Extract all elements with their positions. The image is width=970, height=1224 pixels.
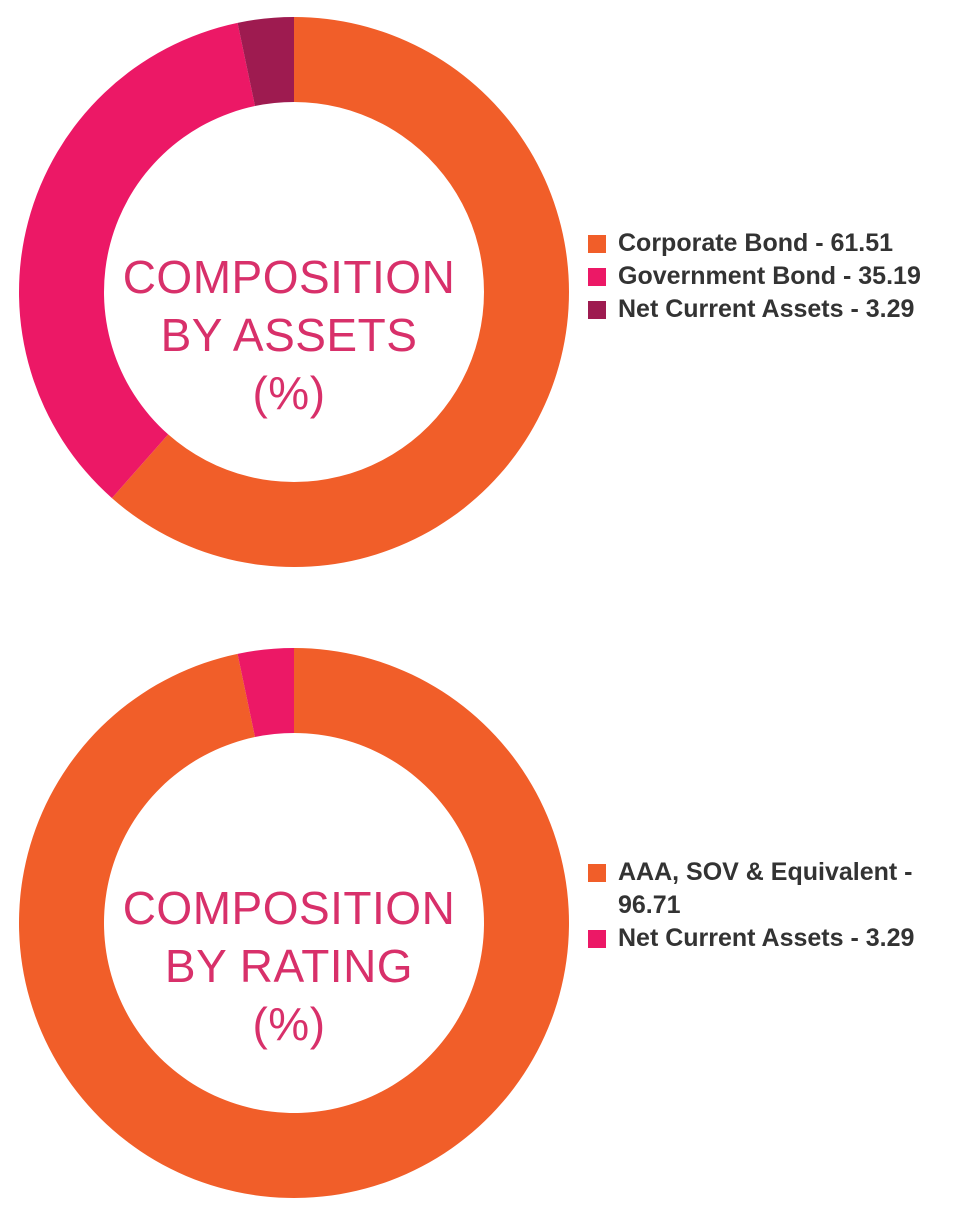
legend-item-corporate-bond: Corporate Bond - 61.51 <box>588 227 958 260</box>
assets-title-line-1: COMPOSITION <box>122 251 456 303</box>
slice-government-bond <box>18 22 255 499</box>
legend-item-aaa-sov-equivalent: AAA, SOV & Equivalent - 96.71 <box>588 856 958 922</box>
legend-swatch <box>588 864 606 882</box>
assets-center-title: COMPOSITION BY ASSETS (%) <box>84 248 494 422</box>
assets-composition-chart: COMPOSITION BY ASSETS (%) Corporate Bond… <box>0 12 970 572</box>
legend-swatch <box>588 268 606 286</box>
legend-item-government-bond: Government Bond - 35.19 <box>588 260 958 293</box>
rating-title-line-2: BY RATING <box>164 940 414 992</box>
rating-title-line-1: COMPOSITION <box>122 882 456 934</box>
legend-swatch <box>588 301 606 319</box>
rating-title-line-3: (%) <box>252 998 326 1050</box>
slice-net-current-assets <box>237 648 294 738</box>
legend-item-net-current-assets: Net Current Assets - 3.29 <box>588 922 958 955</box>
rating-legend: AAA, SOV & Equivalent - 96.71 Net Curren… <box>588 856 958 955</box>
assets-donut <box>18 17 569 567</box>
slice-corporate-bond <box>111 17 569 567</box>
rating-composition-chart: COMPOSITION BY RATING (%) AAA, SOV & Equ… <box>0 643 970 1203</box>
slice-aaa-sov-equivalent <box>19 648 570 1198</box>
legend-label: AAA, SOV & Equivalent - 96.71 <box>618 858 913 919</box>
assets-legend: Corporate Bond - 61.51 Government Bond -… <box>588 227 958 326</box>
rating-center-title: COMPOSITION BY RATING (%) <box>84 879 494 1053</box>
legend-swatch <box>588 235 606 253</box>
legend-label: Net Current Assets - 3.29 <box>618 295 915 323</box>
legend-label: Net Current Assets - 3.29 <box>618 924 915 952</box>
assets-title-line-3: (%) <box>252 367 326 419</box>
assets-title-line-2: BY ASSETS <box>160 309 418 361</box>
legend-label: Government Bond - 35.19 <box>618 262 921 290</box>
legend-item-net-current-assets: Net Current Assets - 3.29 <box>588 293 958 326</box>
legend-label: Corporate Bond - 61.51 <box>618 229 894 257</box>
legend-swatch <box>588 930 606 948</box>
slice-net-current-assets <box>237 17 294 107</box>
rating-donut <box>19 648 570 1198</box>
